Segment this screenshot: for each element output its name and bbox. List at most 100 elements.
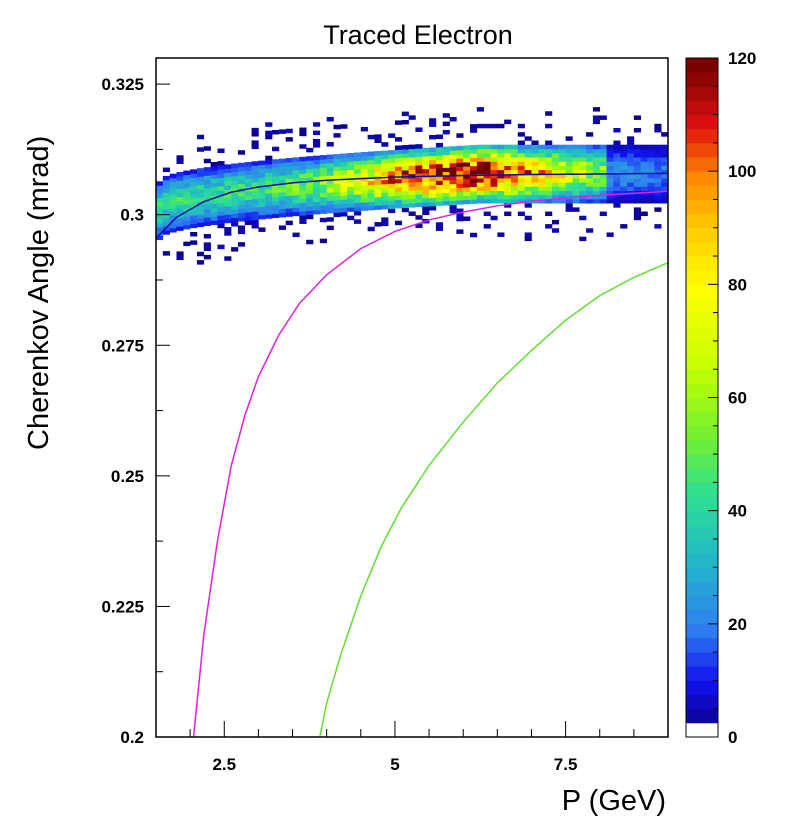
heatmap-cell: [258, 189, 266, 195]
heatmap-cell: [476, 123, 484, 129]
heatmap-cell: [435, 193, 444, 198]
heatmap-cell: [442, 159, 450, 164]
heatmap-cell: [374, 167, 382, 173]
heatmap-cell: [388, 154, 396, 159]
heatmap-cell: [190, 173, 198, 178]
heatmap-cell: [224, 176, 232, 182]
heatmap-cell: [196, 184, 205, 190]
heatmap-cell: [538, 165, 546, 171]
heatmap-cell: [476, 165, 484, 171]
heatmap-cell: [333, 179, 341, 184]
heatmap-cell: [545, 211, 553, 217]
heatmap-cell: [599, 199, 607, 204]
heatmap-cell: [572, 186, 580, 191]
heatmap-cell: [647, 161, 655, 166]
heatmap-cell: [388, 200, 396, 205]
heatmap-cell: [196, 168, 205, 173]
heatmap-cell: [627, 182, 635, 187]
heatmap-cell: [490, 173, 498, 179]
heatmap-cell: [292, 169, 300, 175]
heatmap-cell: [156, 185, 164, 190]
heatmap-cell: [661, 161, 669, 166]
heatmap-cell: [565, 207, 573, 212]
heatmap-cell: [517, 161, 525, 166]
heatmap-cell: [476, 153, 484, 158]
heatmap-cell: [401, 186, 409, 192]
heatmap-cell: [203, 183, 211, 189]
heatmap-cell: [429, 160, 437, 165]
colorbar-segment: [686, 383, 718, 398]
heatmap-cell: [647, 148, 655, 154]
heatmap-cell: [388, 179, 396, 184]
heatmap-cell: [579, 190, 587, 196]
heatmap-cell: [592, 157, 601, 162]
heatmap-cell: [565, 136, 573, 141]
heatmap-cell: [415, 148, 423, 153]
heatmap-cell: [654, 144, 662, 150]
heatmap-cell: [620, 173, 628, 179]
heatmap-cell: [353, 181, 362, 187]
heatmap-cell: [435, 159, 444, 165]
heatmap-cell: [272, 167, 280, 173]
heatmap-cell: [183, 178, 191, 184]
heatmap-cell: [476, 178, 484, 183]
heatmap-cell: [156, 235, 164, 241]
heatmap-cell: [388, 187, 396, 193]
heatmap-cell: [592, 173, 601, 179]
heatmap-cell: [545, 165, 553, 171]
heatmap-cell: [654, 157, 662, 162]
heatmap-cell: [476, 144, 484, 150]
heatmap-cell: [524, 169, 532, 175]
heatmap-cell: [627, 186, 635, 191]
heatmap-cell: [319, 238, 327, 244]
heatmap-cell: [401, 170, 409, 175]
heatmap-cell: [661, 132, 669, 137]
heatmap-cell: [224, 197, 232, 203]
heatmap-cell: [435, 167, 444, 173]
heatmap-cell: [292, 186, 300, 192]
heatmap-cell: [381, 221, 389, 227]
heatmap-cell: [579, 165, 587, 171]
heatmap-cell: [196, 134, 205, 140]
heatmap-cell: [565, 173, 573, 179]
heatmap-cell: [265, 193, 273, 198]
heatmap-cell: [299, 127, 307, 133]
heatmap-cell: [647, 173, 655, 179]
heatmap-cell: [319, 188, 327, 194]
heatmap-cell: [517, 199, 525, 204]
heatmap-cell: [313, 172, 321, 177]
heatmap-cell: [374, 180, 382, 185]
heatmap-cell: [217, 198, 225, 204]
heatmap-cell: [353, 152, 362, 157]
heatmap-cell: [422, 147, 430, 153]
colorbar-segment: [686, 199, 718, 215]
heatmap-cell: [497, 153, 505, 158]
heatmap-cell: [394, 203, 403, 209]
heatmap-cell: [381, 188, 389, 193]
heatmap-cell: [449, 200, 457, 206]
heatmap-cell: [313, 130, 321, 136]
colorbar-segment: [686, 369, 718, 384]
heatmap-cell: [347, 215, 355, 221]
heatmap-cell: [442, 167, 450, 173]
heatmap-cell: [415, 165, 423, 170]
heatmap-cell: [381, 204, 389, 210]
heatmap-cell: [203, 188, 211, 193]
heatmap-cell: [435, 134, 444, 140]
heatmap-cell: [251, 215, 259, 221]
heatmap-cell: [306, 168, 314, 174]
heatmap-cell: [456, 170, 464, 176]
heatmap-cell: [524, 157, 532, 162]
heatmap-cell: [265, 214, 273, 219]
heatmap-cell: [627, 148, 635, 154]
heatmap-cell: [429, 197, 437, 203]
heatmap-cell: [347, 207, 355, 212]
heatmap-cell: [394, 153, 403, 159]
heatmap-cell: [360, 160, 368, 165]
heatmap-cell: [367, 168, 375, 173]
heatmap-cell: [333, 208, 341, 213]
colorbar-segment: [686, 454, 718, 469]
heatmap-cell: [490, 190, 498, 196]
heatmap-cell: [381, 200, 389, 206]
heatmap-cell: [592, 190, 601, 196]
